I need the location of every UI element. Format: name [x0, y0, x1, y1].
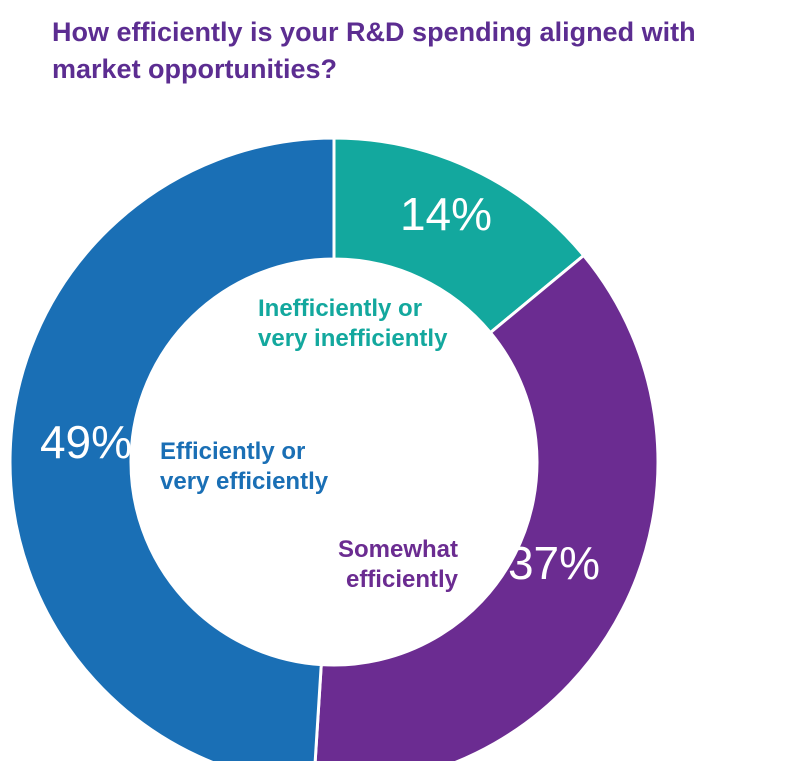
donut-slices [8, 136, 660, 761]
donut-slice [313, 253, 660, 761]
chart-title: How efficiently is your R&D spending ali… [52, 17, 696, 84]
slice-value-label: 14% [400, 188, 492, 240]
donut-labels: 14% Inefficiently or very inefficiently 37%… [40, 188, 600, 593]
slice-category-label: Efficiently or very efficiently [160, 438, 329, 495]
slice-value-label: 37% [508, 537, 600, 589]
slice-category-label: Inefficiently or very inefficiently [258, 295, 448, 352]
slice-category-label: Somewhat efficiently [338, 536, 459, 593]
donut-slice [8, 136, 336, 761]
slice-value-label: 49% [40, 416, 132, 468]
